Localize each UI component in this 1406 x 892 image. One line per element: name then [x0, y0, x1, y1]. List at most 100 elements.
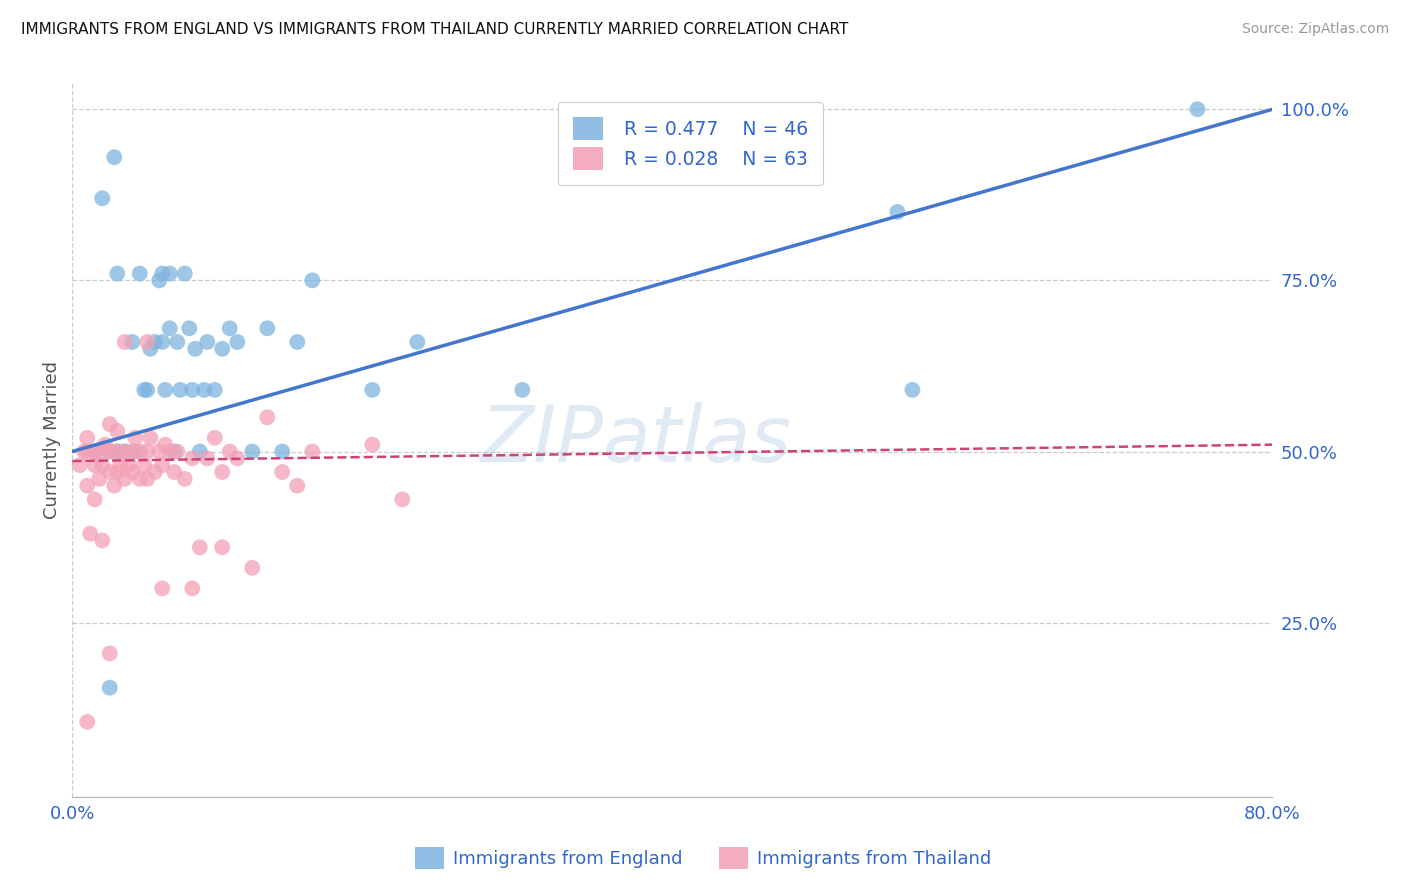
Point — [155, 383, 177, 397]
Point — [166, 334, 188, 349]
Point — [195, 451, 218, 466]
Point — [91, 191, 114, 205]
Point — [285, 334, 308, 349]
Point — [143, 465, 166, 479]
Point — [256, 321, 278, 335]
Point — [128, 444, 150, 458]
Point — [256, 410, 278, 425]
Text: Source: ZipAtlas.com: Source: ZipAtlas.com — [1241, 22, 1389, 37]
Text: IMMIGRANTS FROM ENGLAND VS IMMIGRANTS FROM THAILAND CURRENTLY MARRIED CORRELATIO: IMMIGRANTS FROM ENGLAND VS IMMIGRANTS FR… — [21, 22, 848, 37]
Point — [76, 714, 98, 729]
Point — [121, 444, 143, 458]
Point — [301, 444, 323, 458]
Point — [271, 465, 294, 479]
Point — [114, 444, 136, 458]
Point — [285, 479, 308, 493]
Point — [83, 492, 105, 507]
Point — [301, 273, 323, 287]
Point — [901, 383, 924, 397]
Point — [76, 431, 98, 445]
Point — [391, 492, 413, 507]
Point — [98, 417, 121, 431]
Point — [181, 383, 204, 397]
Point — [163, 444, 186, 458]
Point — [79, 526, 101, 541]
Point — [361, 383, 384, 397]
Point — [98, 465, 121, 479]
Point — [195, 334, 218, 349]
Point — [240, 561, 263, 575]
Point — [83, 444, 105, 458]
Text: ZIPatlas: ZIPatlas — [481, 401, 792, 477]
Legend:   R = 0.477    N = 46,   R = 0.028    N = 63: R = 0.477 N = 46, R = 0.028 N = 63 — [558, 102, 823, 186]
Point — [166, 444, 188, 458]
Point — [98, 444, 121, 458]
Point — [98, 647, 121, 661]
Point — [181, 451, 204, 466]
Point — [159, 444, 181, 458]
Point — [105, 267, 128, 281]
Point — [188, 444, 211, 458]
Point — [886, 205, 908, 219]
Point — [181, 582, 204, 596]
Point — [211, 541, 233, 555]
Point — [105, 444, 128, 458]
Point — [155, 437, 177, 451]
Point — [124, 431, 146, 445]
Point — [150, 267, 173, 281]
Point — [148, 273, 170, 287]
Point — [98, 444, 121, 458]
Point — [124, 444, 146, 458]
Point — [173, 472, 195, 486]
Point — [188, 541, 211, 555]
Point — [226, 334, 249, 349]
Point — [69, 458, 91, 473]
Point — [406, 334, 429, 349]
Point — [139, 342, 162, 356]
Point — [173, 267, 195, 281]
Point — [128, 472, 150, 486]
Point — [121, 465, 143, 479]
Point — [150, 582, 173, 596]
Point — [94, 437, 117, 451]
Point — [105, 424, 128, 438]
Point — [105, 465, 128, 479]
Point — [169, 383, 191, 397]
Point — [134, 458, 156, 473]
Point — [103, 479, 125, 493]
Legend: Immigrants from England, Immigrants from Thailand: Immigrants from England, Immigrants from… — [406, 838, 1000, 879]
Point — [110, 458, 132, 473]
Point — [76, 444, 98, 458]
Point — [184, 342, 207, 356]
Point — [159, 267, 181, 281]
Point — [134, 383, 156, 397]
Point — [159, 321, 181, 335]
Point — [114, 472, 136, 486]
Point — [73, 444, 96, 458]
Point — [105, 444, 128, 458]
Point — [136, 383, 159, 397]
Point — [114, 444, 136, 458]
Point — [148, 444, 170, 458]
Point — [163, 465, 186, 479]
Point — [139, 431, 162, 445]
Point — [83, 444, 105, 458]
Point — [271, 444, 294, 458]
Point — [136, 444, 159, 458]
Point — [211, 342, 233, 356]
Point — [118, 458, 141, 473]
Point — [91, 533, 114, 548]
Point — [76, 479, 98, 493]
Point — [103, 150, 125, 164]
Point — [143, 334, 166, 349]
Point — [1187, 103, 1209, 117]
Point — [91, 444, 114, 458]
Point — [121, 334, 143, 349]
Point — [510, 383, 533, 397]
Point — [114, 334, 136, 349]
Point — [204, 383, 226, 397]
Point — [240, 444, 263, 458]
Point — [361, 437, 384, 451]
Point — [136, 334, 159, 349]
Point — [98, 681, 121, 695]
